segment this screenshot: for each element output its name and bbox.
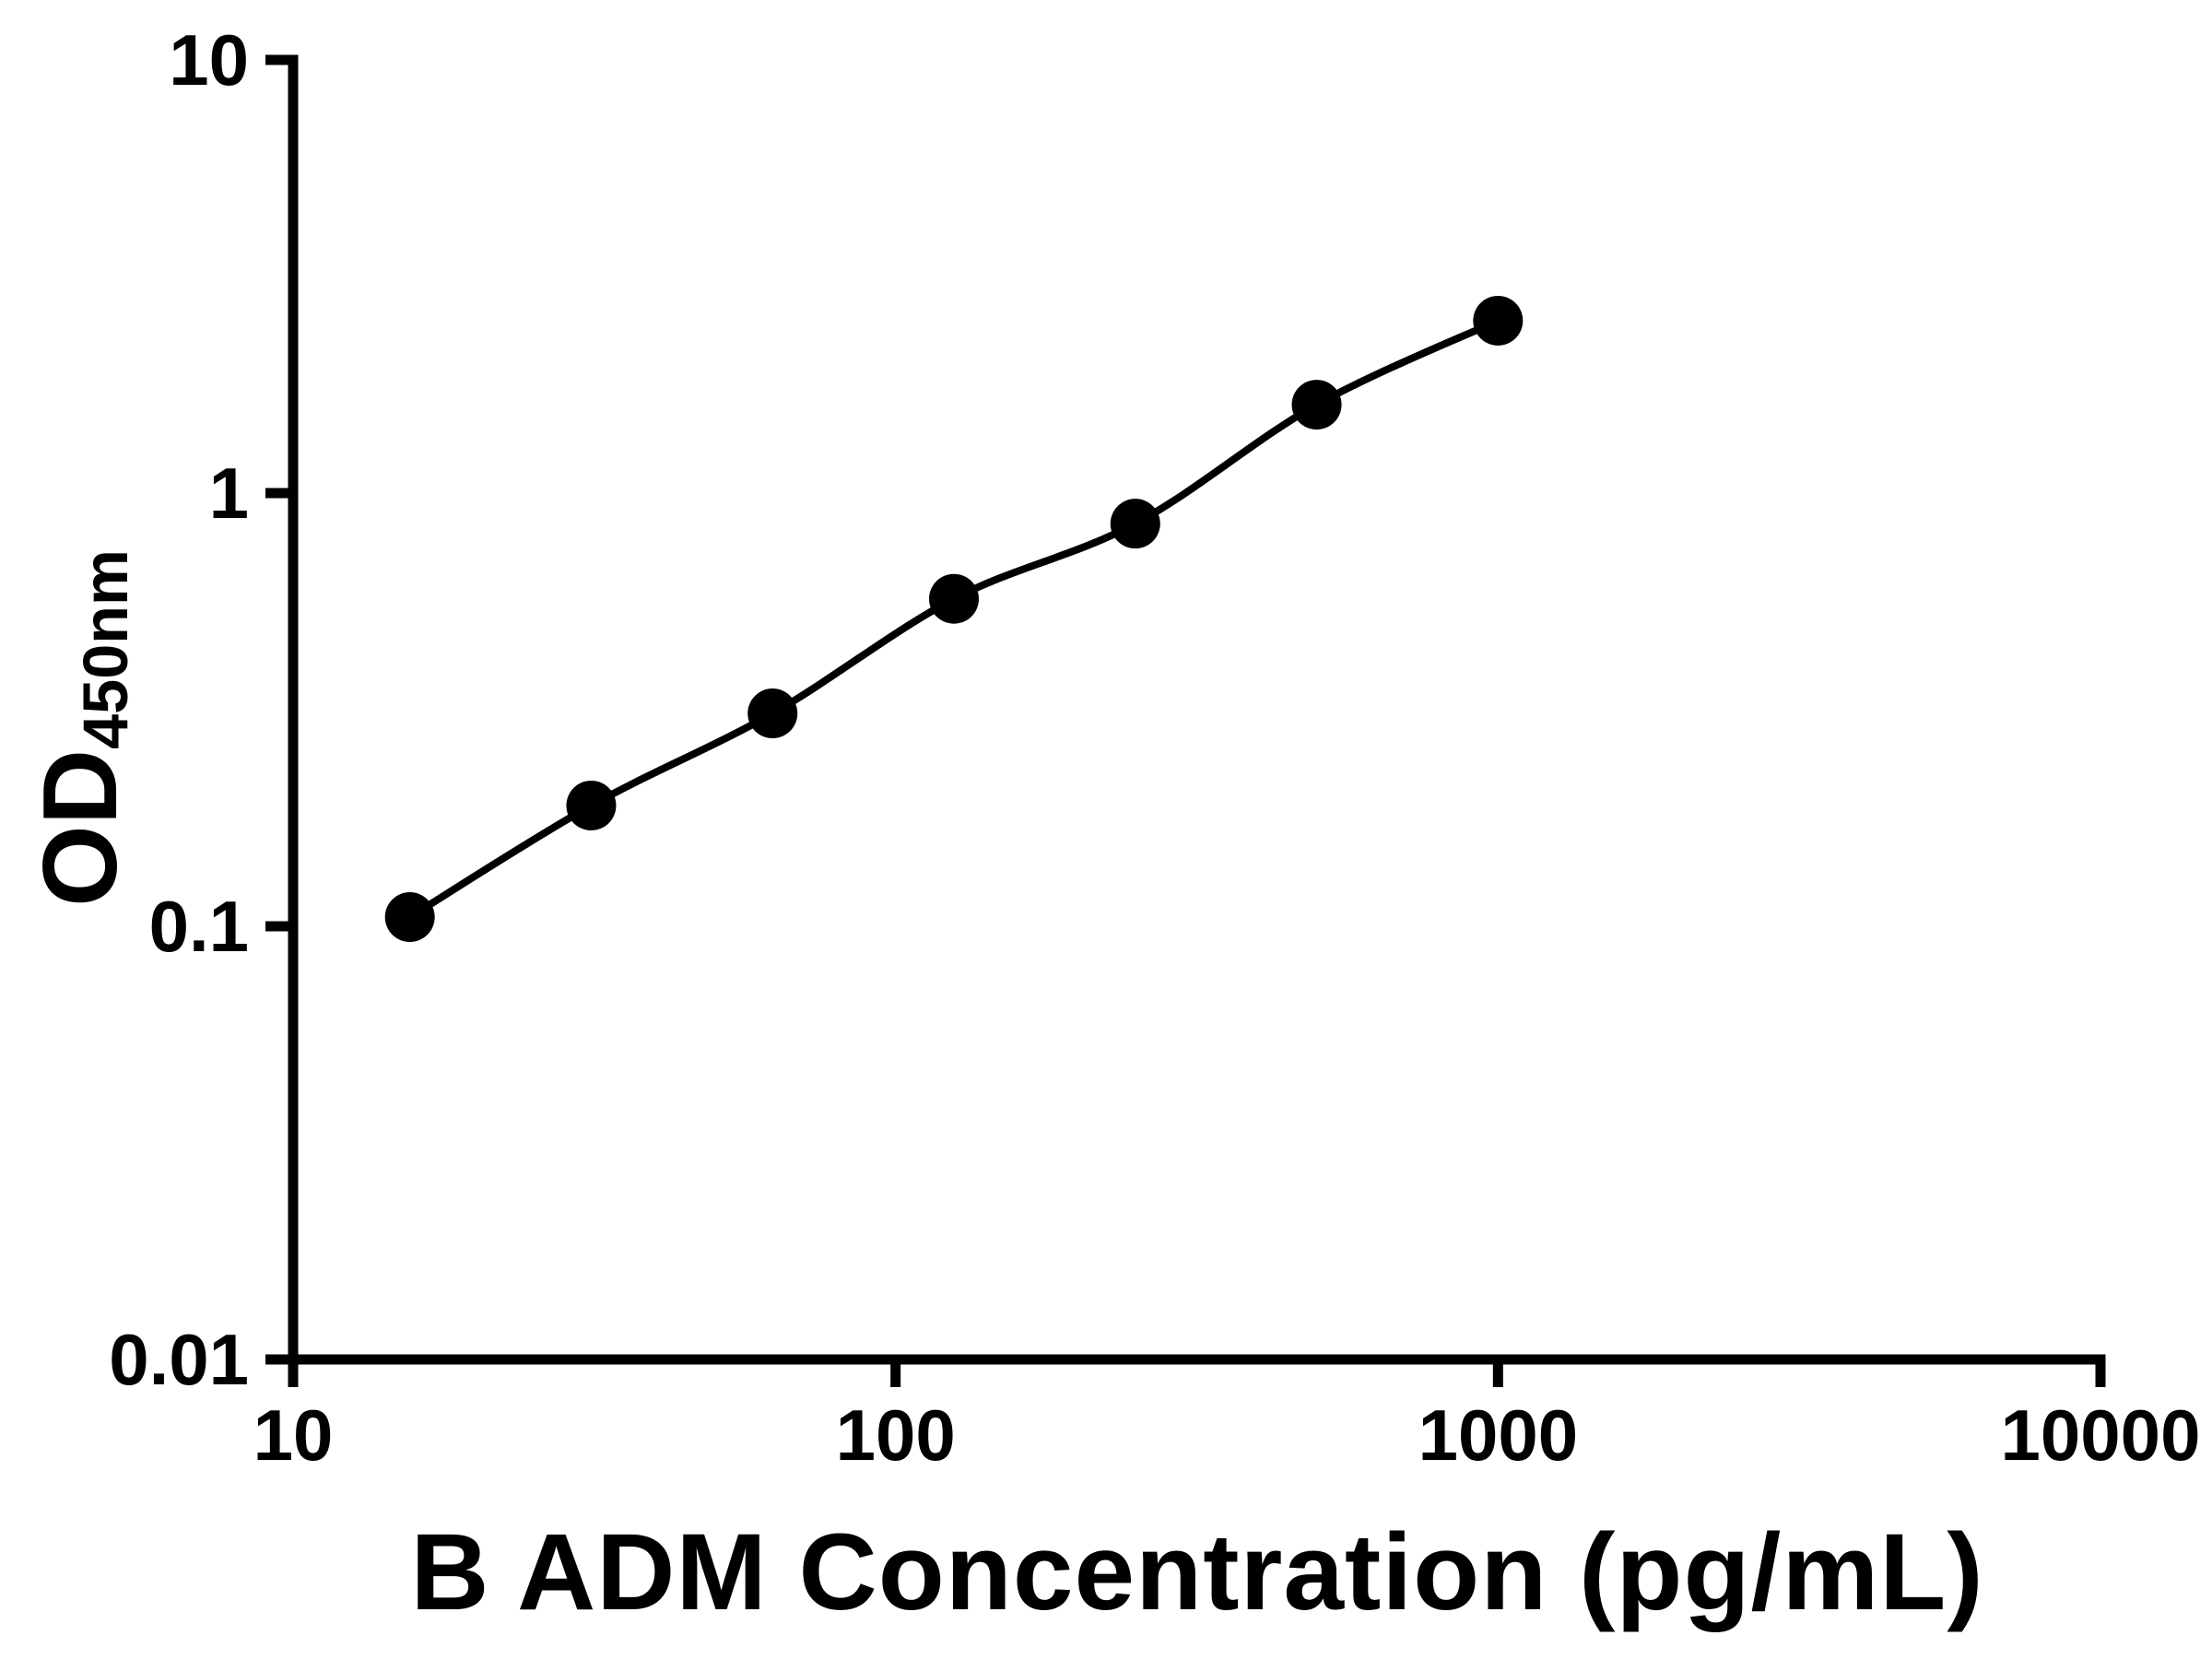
- data-point-marker: [747, 688, 798, 739]
- x-axis-title: B ADM Concentration (pg/mL): [410, 1512, 1984, 1633]
- data-point-marker: [1291, 380, 1342, 430]
- axes-spine: [288, 54, 2106, 1365]
- data-point-marker: [929, 573, 980, 624]
- y-tick-label: 1: [209, 453, 249, 534]
- y-tick-label: 10: [169, 19, 249, 100]
- x-tick-label: 100: [836, 1394, 956, 1476]
- x-tick-label: 10: [253, 1394, 334, 1476]
- x-tick-label: 1000: [1418, 1394, 1579, 1476]
- y-tick-label: 0.1: [149, 886, 249, 967]
- data-point-marker: [566, 780, 617, 830]
- y-axis-title-main: OD: [21, 748, 139, 907]
- data-point-marker: [384, 892, 435, 943]
- y-axis-title-sub: 450nm: [71, 549, 142, 749]
- x-tick-label: 10000: [2001, 1394, 2201, 1476]
- data-point-marker: [1110, 499, 1160, 549]
- data-point-marker: [1473, 295, 1524, 346]
- y-axis-title: OD450nm: [20, 549, 142, 907]
- y-tick-label: 0.01: [109, 1319, 249, 1400]
